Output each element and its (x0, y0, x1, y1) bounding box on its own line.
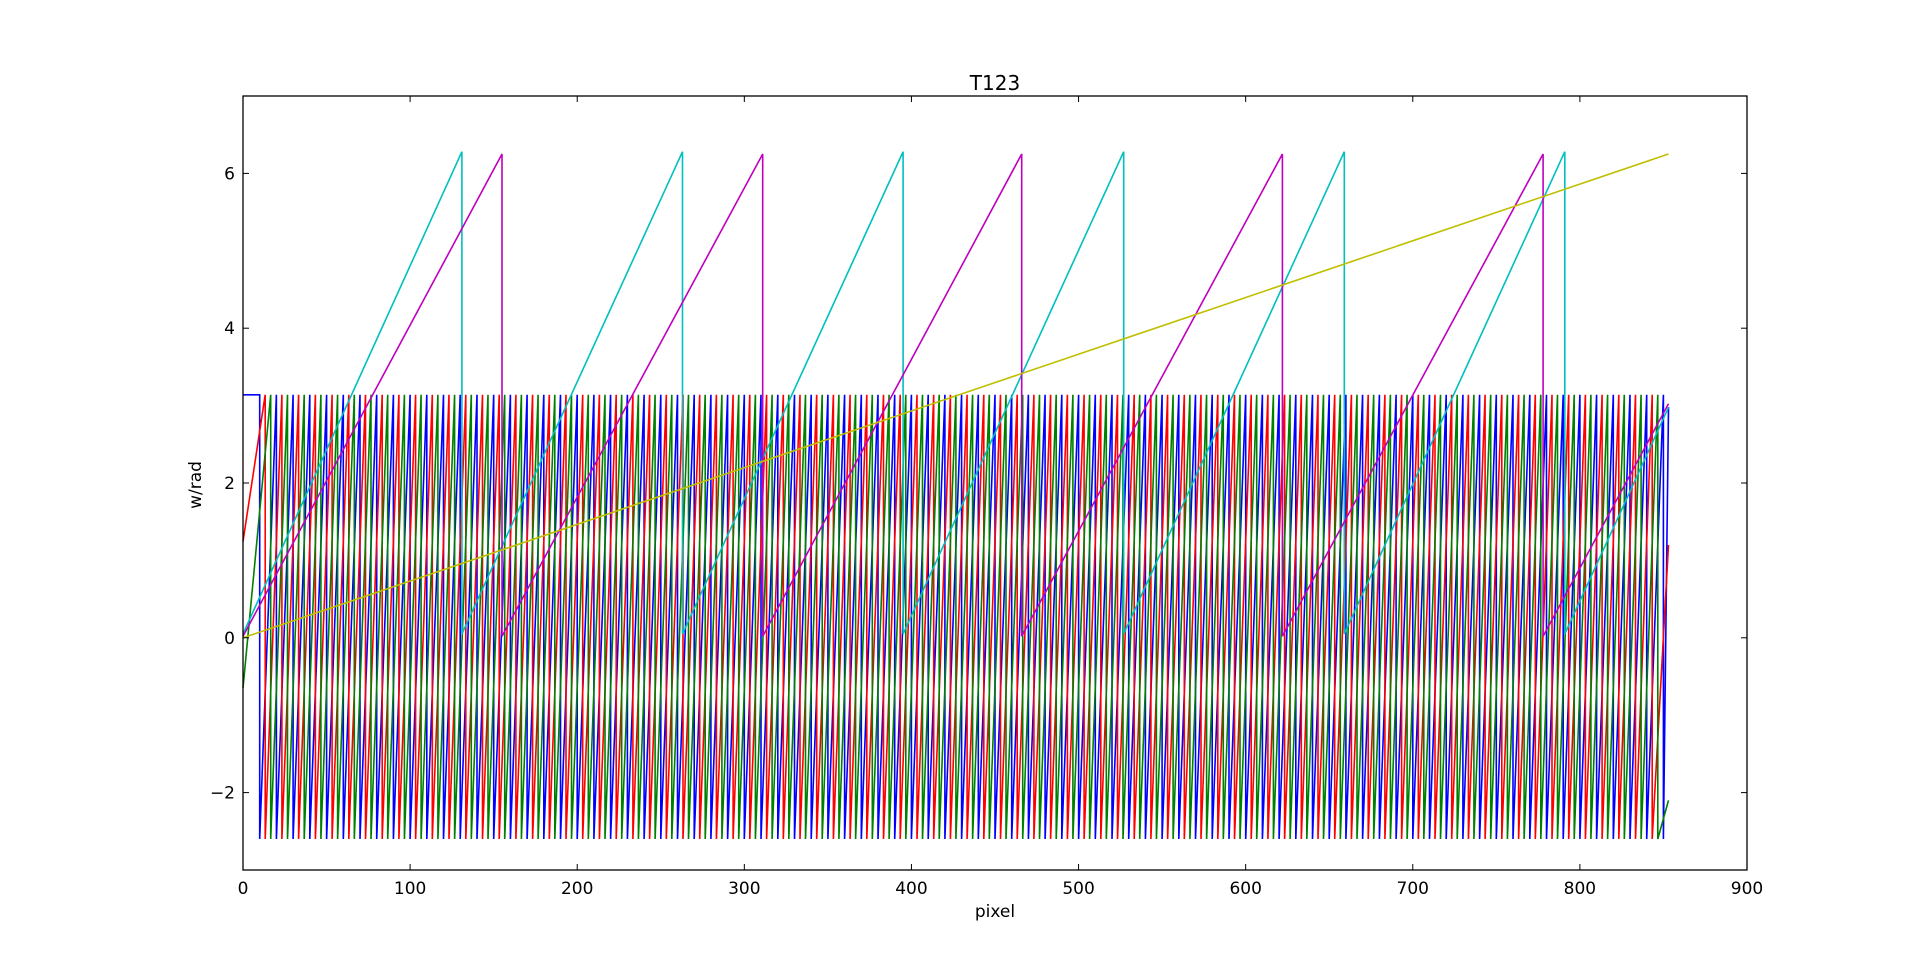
x-tick-label: 200 (561, 879, 593, 899)
y-axis-label: w/rad (186, 461, 206, 509)
x-tick-label: 700 (1397, 879, 1429, 899)
x-tick-label: 300 (728, 879, 760, 899)
y-tick-label: −2 (210, 784, 235, 804)
y-tick-label: 4 (224, 319, 235, 339)
series-line-4 (242, 151, 1670, 635)
y-tick-label: 6 (224, 164, 235, 184)
y-tick-label: 2 (224, 474, 235, 494)
x-tick-label: 100 (394, 879, 426, 899)
y-tick-label: 0 (224, 629, 235, 649)
series-line-1 (243, 394, 1670, 840)
series-layer (242, 151, 1670, 840)
x-tick-label: 600 (1229, 879, 1261, 899)
series-line-6 (242, 153, 1669, 639)
axis-ticks: 0 100 200 300 400 500 600 700 800 900 −2 0 2 4 6 (210, 96, 1763, 899)
x-tick-label: 0 (238, 879, 249, 899)
series-line-3 (242, 394, 1670, 840)
series-line-2 (242, 394, 1670, 840)
x-tick-label: 900 (1731, 879, 1763, 899)
x-tick-label: 800 (1564, 879, 1596, 899)
x-tick-label: 500 (1062, 879, 1094, 899)
x-axis-label: pixel (975, 902, 1015, 922)
x-tick-label: 400 (895, 879, 927, 899)
chart-title: T123 (969, 71, 1020, 95)
series-line-5 (242, 153, 1670, 637)
